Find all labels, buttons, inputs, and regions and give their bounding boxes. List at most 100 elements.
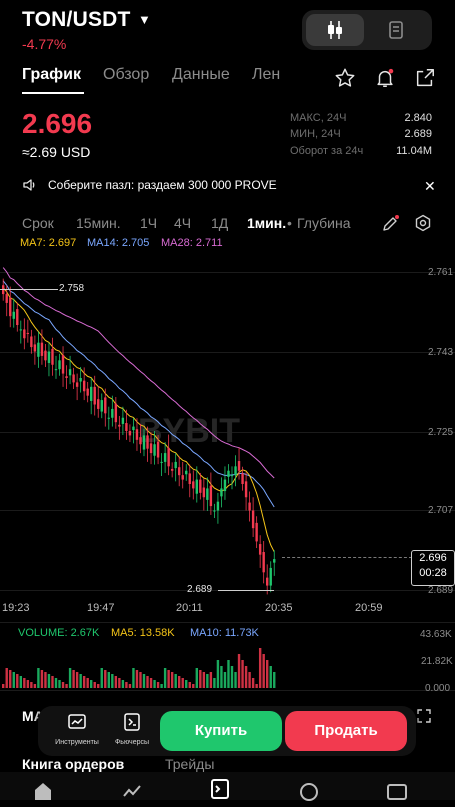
- grid-line: [0, 432, 455, 433]
- candlestick-chart[interactable]: BYBIT: [0, 260, 455, 700]
- candle-body: [149, 443, 153, 454]
- tab-depth[interactable]: Глубина: [297, 215, 351, 231]
- list-view-icon[interactable]: [368, 14, 426, 46]
- candle-body: [170, 468, 174, 471]
- low-marker-label: 2.689: [187, 584, 213, 595]
- candle-body: [65, 376, 68, 378]
- tf-4h[interactable]: 4Ч: [174, 215, 192, 231]
- volume-bar: [262, 654, 265, 688]
- volume-bar: [19, 676, 22, 688]
- futures-icon: [124, 713, 140, 731]
- candle-body: [37, 342, 40, 357]
- candle-body: [178, 467, 181, 476]
- volume-axis-label: 21.82K: [421, 656, 453, 667]
- expand-icon[interactable]: [416, 708, 432, 729]
- candle-body: [5, 294, 8, 303]
- tab-chart[interactable]: График: [22, 66, 81, 83]
- candle-body: [33, 344, 37, 352]
- volume-bar: [135, 670, 139, 688]
- markets-icon[interactable]: [121, 780, 143, 802]
- futures-button[interactable]: Фьючерсы: [107, 712, 157, 746]
- tf-period[interactable]: Срок: [22, 215, 54, 231]
- stat-turnover-label: Оборот за 24ч: [290, 145, 364, 157]
- volume-bar: [266, 660, 269, 688]
- candle-body: [223, 479, 227, 492]
- candle-body: [206, 488, 209, 500]
- close-icon[interactable]: ✕: [424, 178, 436, 194]
- ma28-line: [2, 267, 275, 479]
- share-icon[interactable]: [413, 66, 437, 90]
- candle-body: [230, 475, 234, 477]
- candle-body: [51, 348, 54, 365]
- ma7-label: MA7: 2.697: [20, 237, 77, 249]
- volume-bar: [237, 654, 241, 688]
- pair-title[interactable]: TON/USDT: [22, 8, 131, 31]
- volume-bar: [118, 678, 121, 688]
- candle-body: [114, 403, 118, 423]
- candle-body: [9, 297, 12, 317]
- wallet-icon[interactable]: [386, 780, 408, 802]
- volume-bar: [26, 680, 30, 688]
- ma14-line: [2, 280, 275, 508]
- volume-bar: [273, 672, 276, 688]
- candle-body: [72, 374, 75, 383]
- futures-label: Фьючерсы: [114, 739, 150, 746]
- settings-icon[interactable]: [414, 214, 432, 237]
- trade-icon[interactable]: [209, 778, 231, 800]
- candle-body: [135, 429, 139, 440]
- buy-button[interactable]: Купить: [160, 711, 282, 751]
- tf-15m[interactable]: 15мин.: [76, 215, 121, 231]
- time-axis-label: 20:59: [355, 602, 383, 614]
- bell-icon[interactable]: [373, 66, 397, 90]
- announcement-text[interactable]: Соберите пазл: раздаем 300 000 PROVE: [48, 178, 277, 192]
- sell-button[interactable]: Продать: [285, 711, 407, 751]
- star-icon[interactable]: [333, 66, 357, 90]
- candle-view-icon[interactable]: [306, 14, 364, 46]
- candle-body: [216, 501, 220, 511]
- candle-body: [79, 378, 82, 382]
- volume-bar: [149, 678, 153, 688]
- candle-body: [146, 435, 149, 449]
- chart-tools-icon: [68, 714, 86, 729]
- candle-body: [75, 382, 79, 387]
- tf-1m-active[interactable]: 1мин.: [247, 215, 287, 231]
- tf-1h[interactable]: 1Ч: [140, 215, 158, 231]
- volume-bar: [75, 672, 79, 688]
- tab-data[interactable]: Данные: [172, 66, 230, 83]
- volume-bar: [181, 678, 184, 688]
- candle-body: [40, 342, 44, 356]
- order-book-heading[interactable]: Книга ордеров: [22, 756, 125, 772]
- last-price-tag: 2.696 00:28: [411, 550, 455, 586]
- chevron-down-icon[interactable]: ▼: [138, 12, 151, 27]
- grid-line: [0, 622, 455, 623]
- trades-heading[interactable]: Трейды: [165, 756, 215, 772]
- volume-bar: [185, 680, 188, 688]
- time-axis-label: 19:47: [87, 602, 115, 614]
- tab-overview[interactable]: Обзор: [103, 66, 150, 83]
- draw-pencil-icon[interactable]: [380, 214, 400, 239]
- tab-feed[interactable]: Лен: [252, 66, 281, 83]
- tf-1d[interactable]: 1Д: [211, 215, 229, 231]
- grid-line: [0, 510, 455, 511]
- last-price-tag-value: 2.696: [419, 552, 447, 564]
- last-price: 2.696: [22, 108, 93, 139]
- time-axis-label: 20:35: [265, 602, 293, 614]
- home-icon[interactable]: [32, 780, 54, 802]
- view-toggle[interactable]: [302, 10, 432, 50]
- volume-bar: [132, 668, 135, 688]
- candle-body: [12, 311, 15, 319]
- tools-button[interactable]: Инструменты: [52, 712, 102, 746]
- candle-body: [100, 400, 103, 412]
- volume-bar: [199, 670, 202, 688]
- volume-bar: [174, 674, 177, 688]
- candle-body: [153, 444, 156, 456]
- volume-bar: [128, 684, 132, 688]
- volume-bar: [160, 684, 163, 688]
- grid-line: [0, 690, 455, 691]
- volume-ma5-label: MA5: 13.58K: [111, 627, 175, 639]
- candle-body: [163, 453, 167, 462]
- low-marker-line: [218, 590, 274, 591]
- volume-bar: [223, 672, 227, 688]
- earn-icon[interactable]: [298, 780, 320, 802]
- volume-bar: [58, 680, 61, 688]
